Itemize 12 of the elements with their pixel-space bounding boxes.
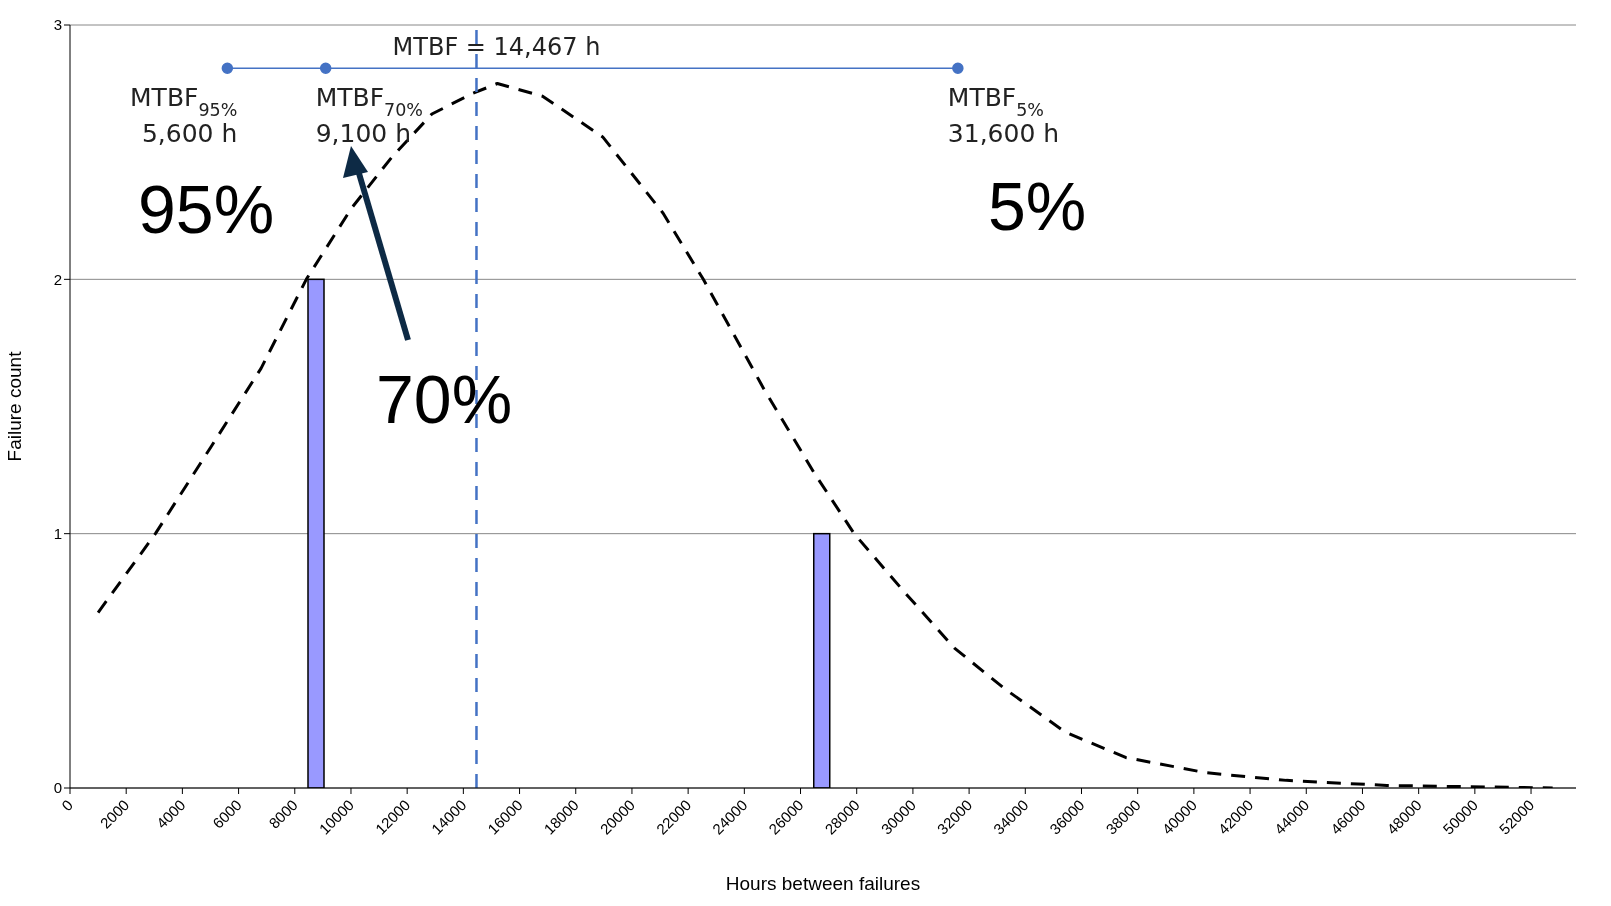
annotation: 95% [138,171,275,247]
annotation: MTBF$_{5%}$ 31,600 h [947,83,1060,149]
annotation: 70% [376,361,513,437]
y-tick-label: 3 [53,16,62,34]
y-tick-label: 2 [53,270,62,288]
y-tick-label: 1 [53,524,62,542]
ref-line-label: MTBF = 14,467 h [392,33,601,61]
y-tick-label: 0 [53,779,62,797]
annotation: 5% [988,168,1087,244]
annotation: MTBF$_{70%}$ 9,100 h [315,83,423,149]
x-axis-title: Hours between failures [725,873,921,894]
annotation: MTBF$_{95%}$ 5,600 h [130,83,238,149]
